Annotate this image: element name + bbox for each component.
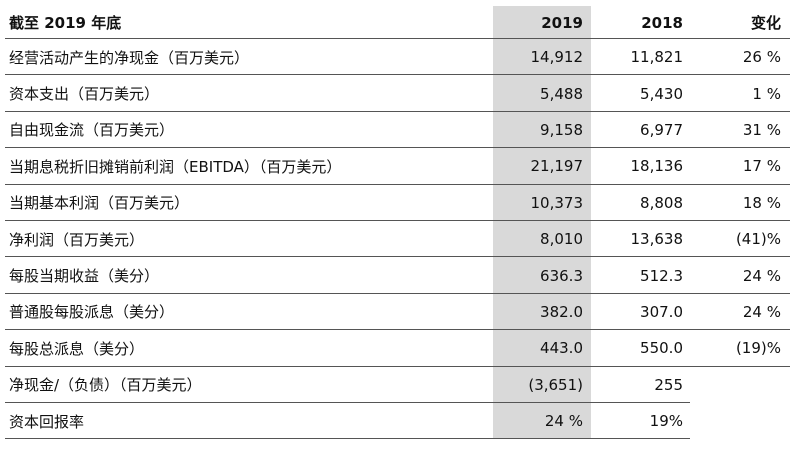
value-change bbox=[689, 367, 787, 403]
table-row: 当期基本利润（百万美元） 10,373 8,808 18 % bbox=[5, 184, 790, 221]
table-row: 自由现金流（百万美元） 9,158 6,977 31 % bbox=[5, 111, 790, 149]
value-2018: 512.3 bbox=[640, 266, 683, 285]
value-2019: 443.0 bbox=[493, 330, 591, 367]
value-2018: 5,430 bbox=[640, 84, 683, 103]
value-change: 31 % bbox=[742, 120, 781, 139]
value-change bbox=[689, 403, 787, 439]
value-2018: 19% bbox=[649, 412, 683, 431]
value-2019: 636.3 bbox=[493, 257, 591, 294]
value-2018: 18,136 bbox=[630, 157, 684, 176]
value-change: 24 % bbox=[742, 302, 781, 321]
table-row: 当期息税折旧摊销前利润（EBITDA）（百万美元） 21,197 18,136 … bbox=[5, 148, 790, 185]
row-divider bbox=[5, 292, 790, 294]
value-2018: 307.0 bbox=[640, 302, 683, 321]
row-divider bbox=[5, 438, 690, 440]
row-label: 净利润（百万美元） bbox=[9, 230, 145, 249]
value-2019: 10,373 bbox=[493, 184, 591, 221]
row-divider bbox=[5, 183, 790, 185]
value-change: 17 % bbox=[742, 157, 781, 176]
header-change: 变化 bbox=[750, 14, 781, 32]
value-2018: 13,638 bbox=[630, 230, 684, 249]
table-row: 净现金/（负债）（百万美元） (3,651) 255 bbox=[5, 366, 790, 403]
financial-summary-table: 截至 2019 年底 2019 2018 变化 经营活动产生的净现金（百万美元）… bbox=[5, 6, 790, 440]
row-divider bbox=[5, 256, 790, 258]
value-2019: (3,651) bbox=[493, 366, 591, 403]
row-label: 普通股每股派息（美分） bbox=[9, 303, 175, 322]
row-divider bbox=[5, 219, 790, 221]
table-header-row: 截至 2019 年底 2019 2018 变化 bbox=[5, 6, 790, 39]
row-label: 当期基本利润（百万美元） bbox=[9, 194, 190, 213]
table-row: 每股当期收益（美分） 636.3 512.3 24 % bbox=[5, 257, 790, 294]
row-divider bbox=[5, 38, 790, 39]
row-divider bbox=[5, 401, 690, 403]
table-row: 普通股每股派息（美分） 382.0 307.0 24 % bbox=[5, 293, 790, 331]
row-label: 自由现金流（百万美元） bbox=[9, 121, 175, 140]
value-2018: 8,808 bbox=[640, 193, 683, 212]
value-2019: 21,197 bbox=[493, 148, 591, 185]
value-2019: 9,158 bbox=[493, 111, 591, 149]
table-row: 每股总派息（美分） 443.0 550.0 (19)% bbox=[5, 330, 790, 367]
row-label: 资本回报率 bbox=[9, 412, 85, 431]
row-label: 每股总派息（美分） bbox=[9, 339, 145, 358]
value-change: (19)% bbox=[735, 339, 781, 358]
row-divider bbox=[5, 365, 790, 367]
table-row: 资本支出（百万美元） 5,488 5,430 1 % bbox=[5, 75, 790, 112]
value-change: 18 % bbox=[742, 193, 781, 212]
row-divider bbox=[5, 147, 790, 149]
value-2018: 11,821 bbox=[630, 48, 684, 67]
table-row: 经营活动产生的净现金（百万美元） 14,912 11,821 26 % bbox=[5, 39, 790, 76]
table-row: 净利润（百万美元） 8,010 13,638 (41)% bbox=[5, 220, 790, 258]
row-label: 当期息税折旧摊销前利润（EBITDA）（百万美元） bbox=[9, 157, 342, 176]
value-change: (41)% bbox=[735, 230, 781, 249]
value-change: 26 % bbox=[742, 48, 781, 67]
table-row: 资本回报率 24 % 19% bbox=[5, 402, 790, 440]
row-divider bbox=[5, 329, 790, 331]
row-label: 净现金/（负债）（百万美元） bbox=[9, 376, 202, 395]
row-divider bbox=[5, 74, 790, 76]
header-label: 截至 2019 年底 bbox=[9, 14, 122, 32]
value-2019: 8,010 bbox=[493, 220, 591, 258]
row-label: 经营活动产生的净现金（百万美元） bbox=[9, 48, 250, 67]
value-2019: 382.0 bbox=[493, 293, 591, 331]
header-2019: 2019 bbox=[493, 6, 591, 39]
value-2019: 24 % bbox=[493, 402, 591, 440]
row-label: 资本支出（百万美元） bbox=[9, 85, 160, 104]
row-label: 每股当期收益（美分） bbox=[9, 267, 160, 286]
value-2018: 255 bbox=[654, 375, 683, 394]
value-2019: 5,488 bbox=[493, 75, 591, 112]
value-change: 1 % bbox=[752, 84, 781, 103]
value-2018: 6,977 bbox=[640, 120, 683, 139]
value-2019: 14,912 bbox=[493, 39, 591, 76]
header-2018: 2018 bbox=[641, 13, 683, 32]
value-2018: 550.0 bbox=[640, 339, 683, 358]
row-divider bbox=[5, 110, 790, 112]
value-change: 24 % bbox=[742, 266, 781, 285]
